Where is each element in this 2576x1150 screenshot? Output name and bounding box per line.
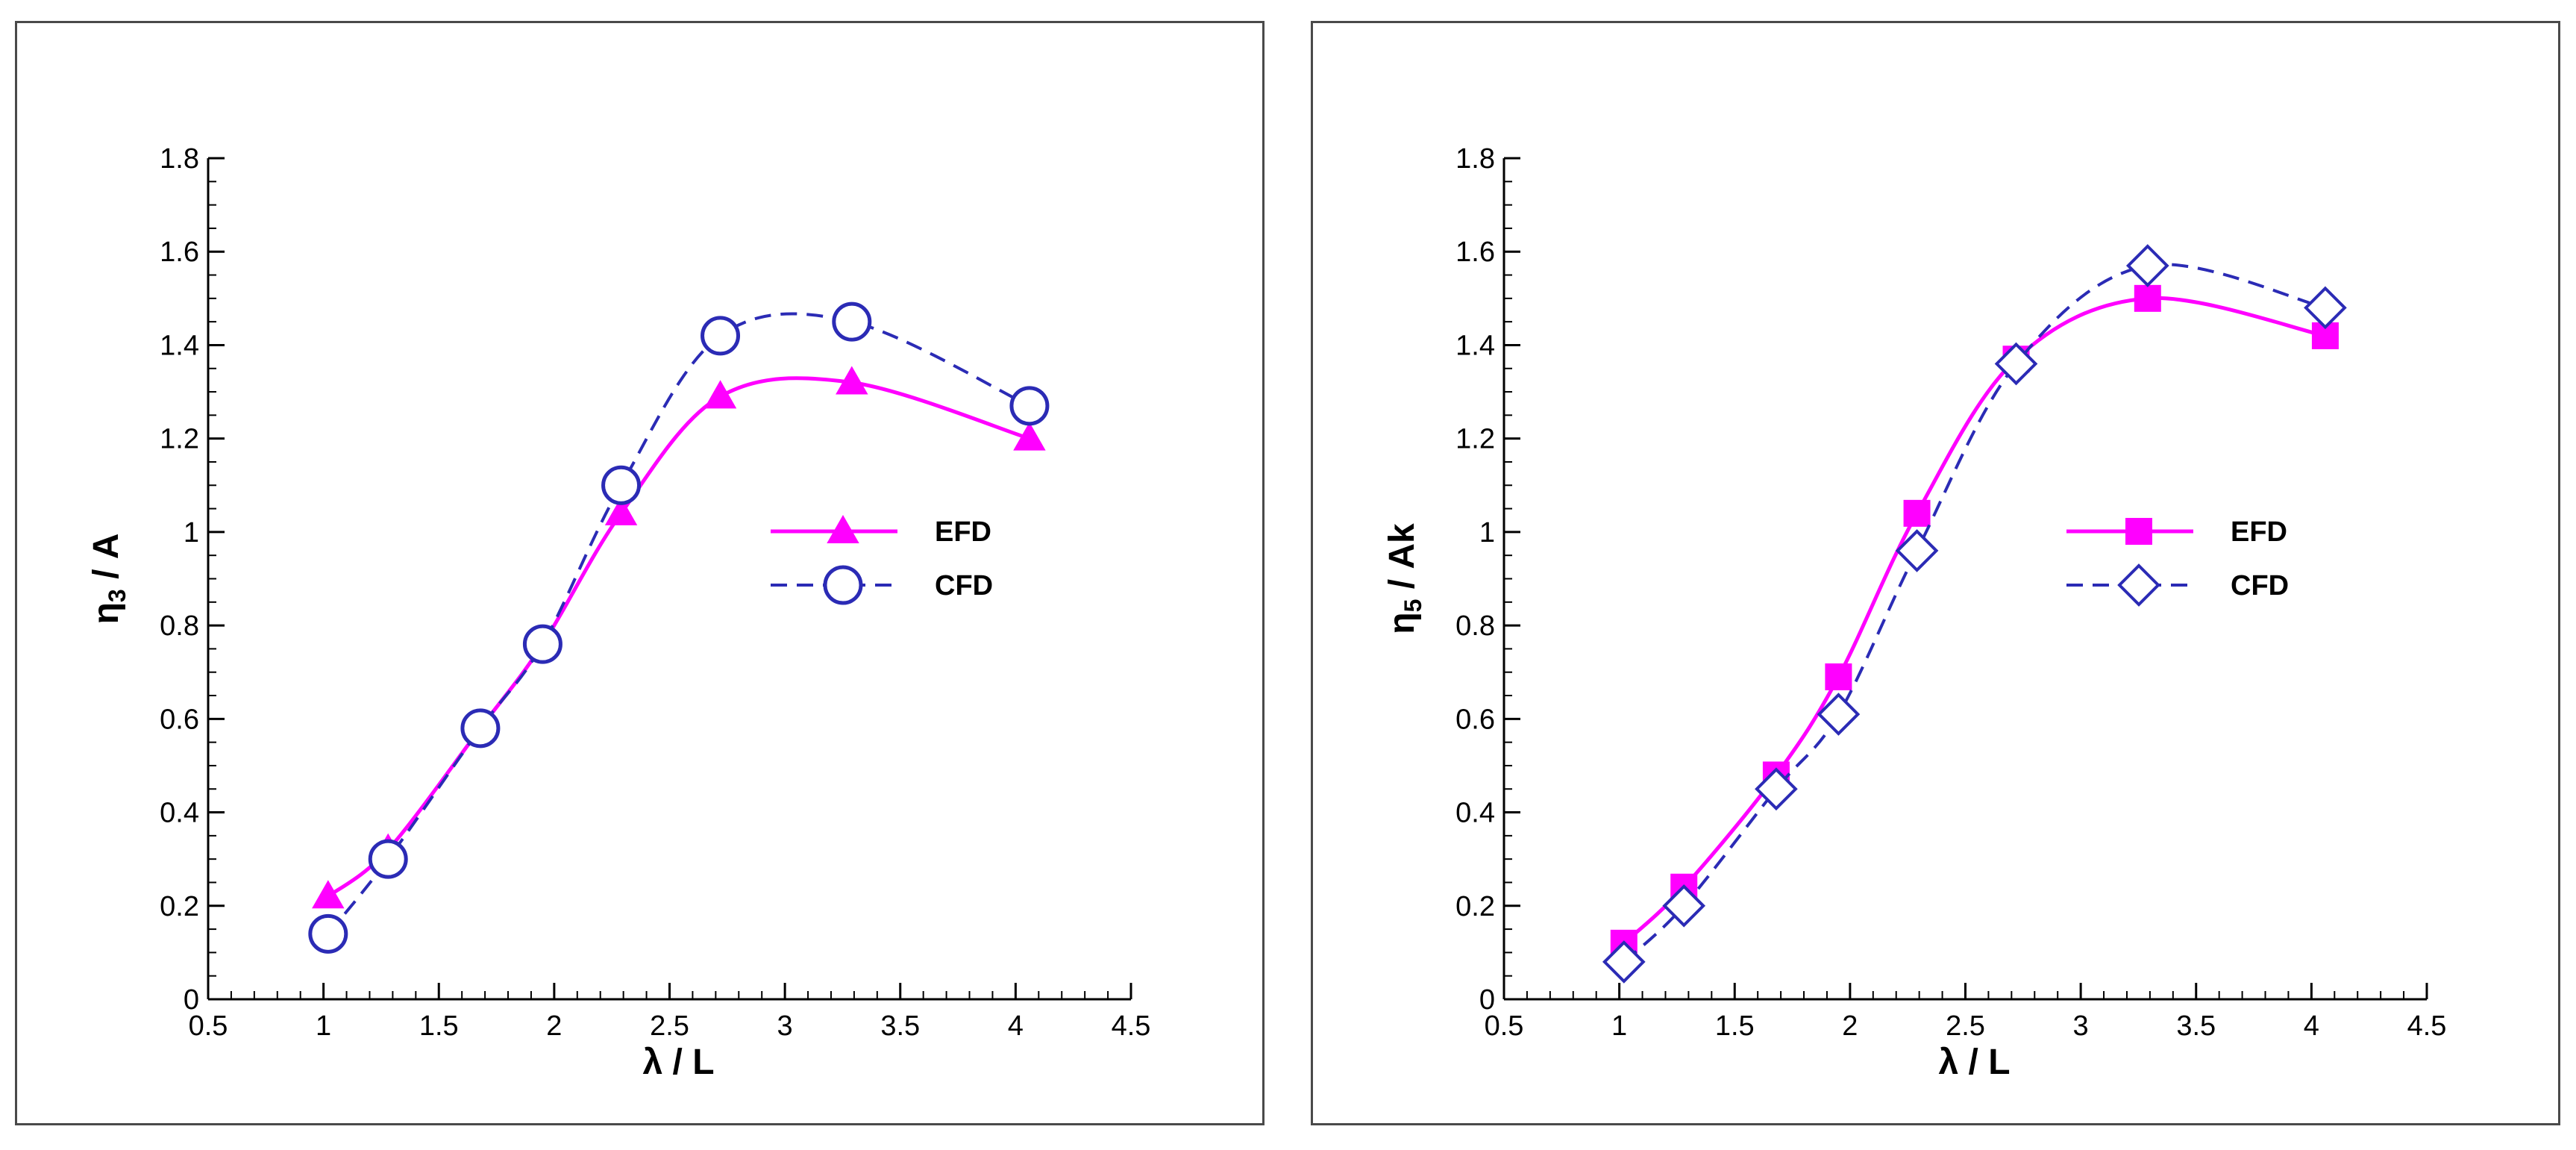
y-tick-label: 0 xyxy=(184,984,199,1016)
y-axis-title-rest: / Ak xyxy=(1382,523,1422,599)
series-line-cfd xyxy=(327,312,1030,935)
chart-pitch: 0 0.2 0.4 0.6 0.8 1 1.2 1.4 1.6 1.8 0.5 1 1.5 2 2.5 3 3.… xyxy=(1382,143,2447,1082)
series-efd xyxy=(312,366,1046,909)
x-tick-label: 1 xyxy=(1611,1010,1627,1042)
data-point-cfd xyxy=(1009,386,1050,426)
y-tick-label: 1.2 xyxy=(1455,424,1495,455)
x-tick-label: 3.5 xyxy=(880,1010,920,1042)
data-point-cfd xyxy=(1994,342,2038,386)
x-tick-label: 3 xyxy=(777,1010,793,1042)
x-tick-label: 0.5 xyxy=(189,1010,228,1042)
y-tick-label: 0.6 xyxy=(1455,704,1495,735)
y-tick-label: 0.2 xyxy=(1455,891,1495,922)
y-axis-title-subscript: 3 xyxy=(104,589,131,602)
y-tick-label: 1.6 xyxy=(160,237,199,268)
series-line-efd xyxy=(1623,296,2326,945)
series-cfd xyxy=(308,301,1050,954)
y-tick-label: 0.8 xyxy=(160,610,199,642)
x-axis-title: λ / L xyxy=(1938,1043,2010,1082)
data-point-cfd xyxy=(1662,884,1706,928)
y-axis-title-subscript: 5 xyxy=(1400,599,1426,613)
series-line-efd xyxy=(327,376,1030,899)
data-point-efd xyxy=(1013,422,1046,451)
y-tick-label: 1 xyxy=(1479,517,1495,549)
data-point-efd xyxy=(1903,499,1931,527)
data-point-cfd xyxy=(1895,529,1939,572)
data-point-cfd xyxy=(1817,693,1861,736)
y-axis-title: η3 / A xyxy=(87,534,131,625)
x-tick-label: 1.5 xyxy=(419,1010,459,1042)
y-tick-label: 1.4 xyxy=(160,330,199,361)
data-point-efd xyxy=(2134,284,2161,312)
data-point-cfd xyxy=(308,913,348,954)
x-tick-label: 2.5 xyxy=(1946,1010,1985,1042)
y-axis-title-symbol: η xyxy=(87,602,126,624)
x-tick-label: 4.5 xyxy=(1112,1010,1151,1042)
legend-marker xyxy=(2125,518,2152,545)
chart-panel-heave: 0 0.2 0.4 0.6 0.8 1 1.2 1.4 1.6 1.8 0.5 1 1.5 2 2.5 3 3.… xyxy=(15,21,1265,1125)
data-point-cfd xyxy=(1602,940,1646,984)
x-tick-label: 1.5 xyxy=(1715,1010,1755,1042)
y-tick-label: 0.6 xyxy=(160,704,199,735)
y-tick-label: 1.4 xyxy=(1455,330,1495,361)
legend-marker xyxy=(823,565,863,605)
y-tick-label: 0.4 xyxy=(160,798,199,829)
x-tick-label: 4 xyxy=(2304,1010,2319,1042)
y-tick-label: 0.8 xyxy=(1455,610,1495,642)
data-point-cfd xyxy=(832,301,872,342)
legend-item-cfd: CFD xyxy=(771,565,993,605)
legend-label: CFD xyxy=(935,570,993,601)
legend-label: EFD xyxy=(935,516,991,548)
data-point-cfd xyxy=(522,624,562,664)
legend-item-cfd: CFD xyxy=(2066,563,2289,607)
series-cfd xyxy=(1602,244,2347,984)
y-tick-label: 0.2 xyxy=(160,891,199,922)
y-tick-label: 0 xyxy=(1479,984,1495,1016)
x-tick-label: 0.5 xyxy=(1485,1010,1524,1042)
data-point-efd xyxy=(1825,663,1852,690)
data-point-cfd xyxy=(701,316,741,356)
y-axis-title: η5 / Ak xyxy=(1382,523,1426,634)
chart-panel-pitch: 0 0.2 0.4 0.6 0.8 1 1.2 1.4 1.6 1.8 0.5 1 1.5 2 2.5 3 3.… xyxy=(1311,21,2560,1125)
y-tick-label: 1.2 xyxy=(160,424,199,455)
data-point-efd xyxy=(312,880,345,909)
data-point-efd xyxy=(836,366,868,395)
data-point-cfd xyxy=(601,465,642,505)
x-tick-label: 4 xyxy=(1008,1010,1024,1042)
data-point-efd xyxy=(703,380,737,409)
chart-heave: 0 0.2 0.4 0.6 0.8 1 1.2 1.4 1.6 1.8 0.5 1 1.5 2 2.5 3 3.… xyxy=(87,143,1151,1082)
data-point-cfd xyxy=(2125,244,2169,287)
legend-item-efd: EFD xyxy=(2066,516,2287,548)
y-tick-label: 1.6 xyxy=(1455,237,1495,268)
x-tick-label: 2.5 xyxy=(650,1010,689,1042)
x-axis-title: λ / L xyxy=(642,1043,714,1082)
legend-marker xyxy=(2117,563,2160,607)
x-tick-label: 4.5 xyxy=(2407,1010,2447,1042)
data-point-cfd xyxy=(2304,286,2347,330)
x-tick-label: 1 xyxy=(316,1010,331,1042)
y-tick-label: 1.8 xyxy=(160,143,199,175)
series-line-cfd xyxy=(1623,263,2326,963)
y-tick-label: 1.8 xyxy=(1455,143,1495,175)
legend-item-efd: EFD xyxy=(771,514,991,548)
y-tick-label: 1 xyxy=(184,517,199,549)
x-tick-label: 2 xyxy=(1842,1010,1858,1042)
data-point-cfd xyxy=(460,708,501,749)
legend-label: CFD xyxy=(2231,570,2289,601)
x-tick-label: 3.5 xyxy=(2176,1010,2216,1042)
x-tick-label: 2 xyxy=(546,1010,562,1042)
series-efd xyxy=(1610,284,2339,957)
data-point-cfd xyxy=(368,839,408,879)
data-point-efd xyxy=(604,496,638,525)
legend-label: EFD xyxy=(2231,516,2287,548)
legend-marker xyxy=(827,514,859,543)
data-point-cfd xyxy=(1755,767,1798,811)
y-axis-title-symbol: η xyxy=(1382,612,1422,634)
x-tick-label: 3 xyxy=(2073,1010,2089,1042)
y-tick-label: 0.4 xyxy=(1455,798,1495,829)
y-axis-title-rest: / A xyxy=(87,534,126,590)
